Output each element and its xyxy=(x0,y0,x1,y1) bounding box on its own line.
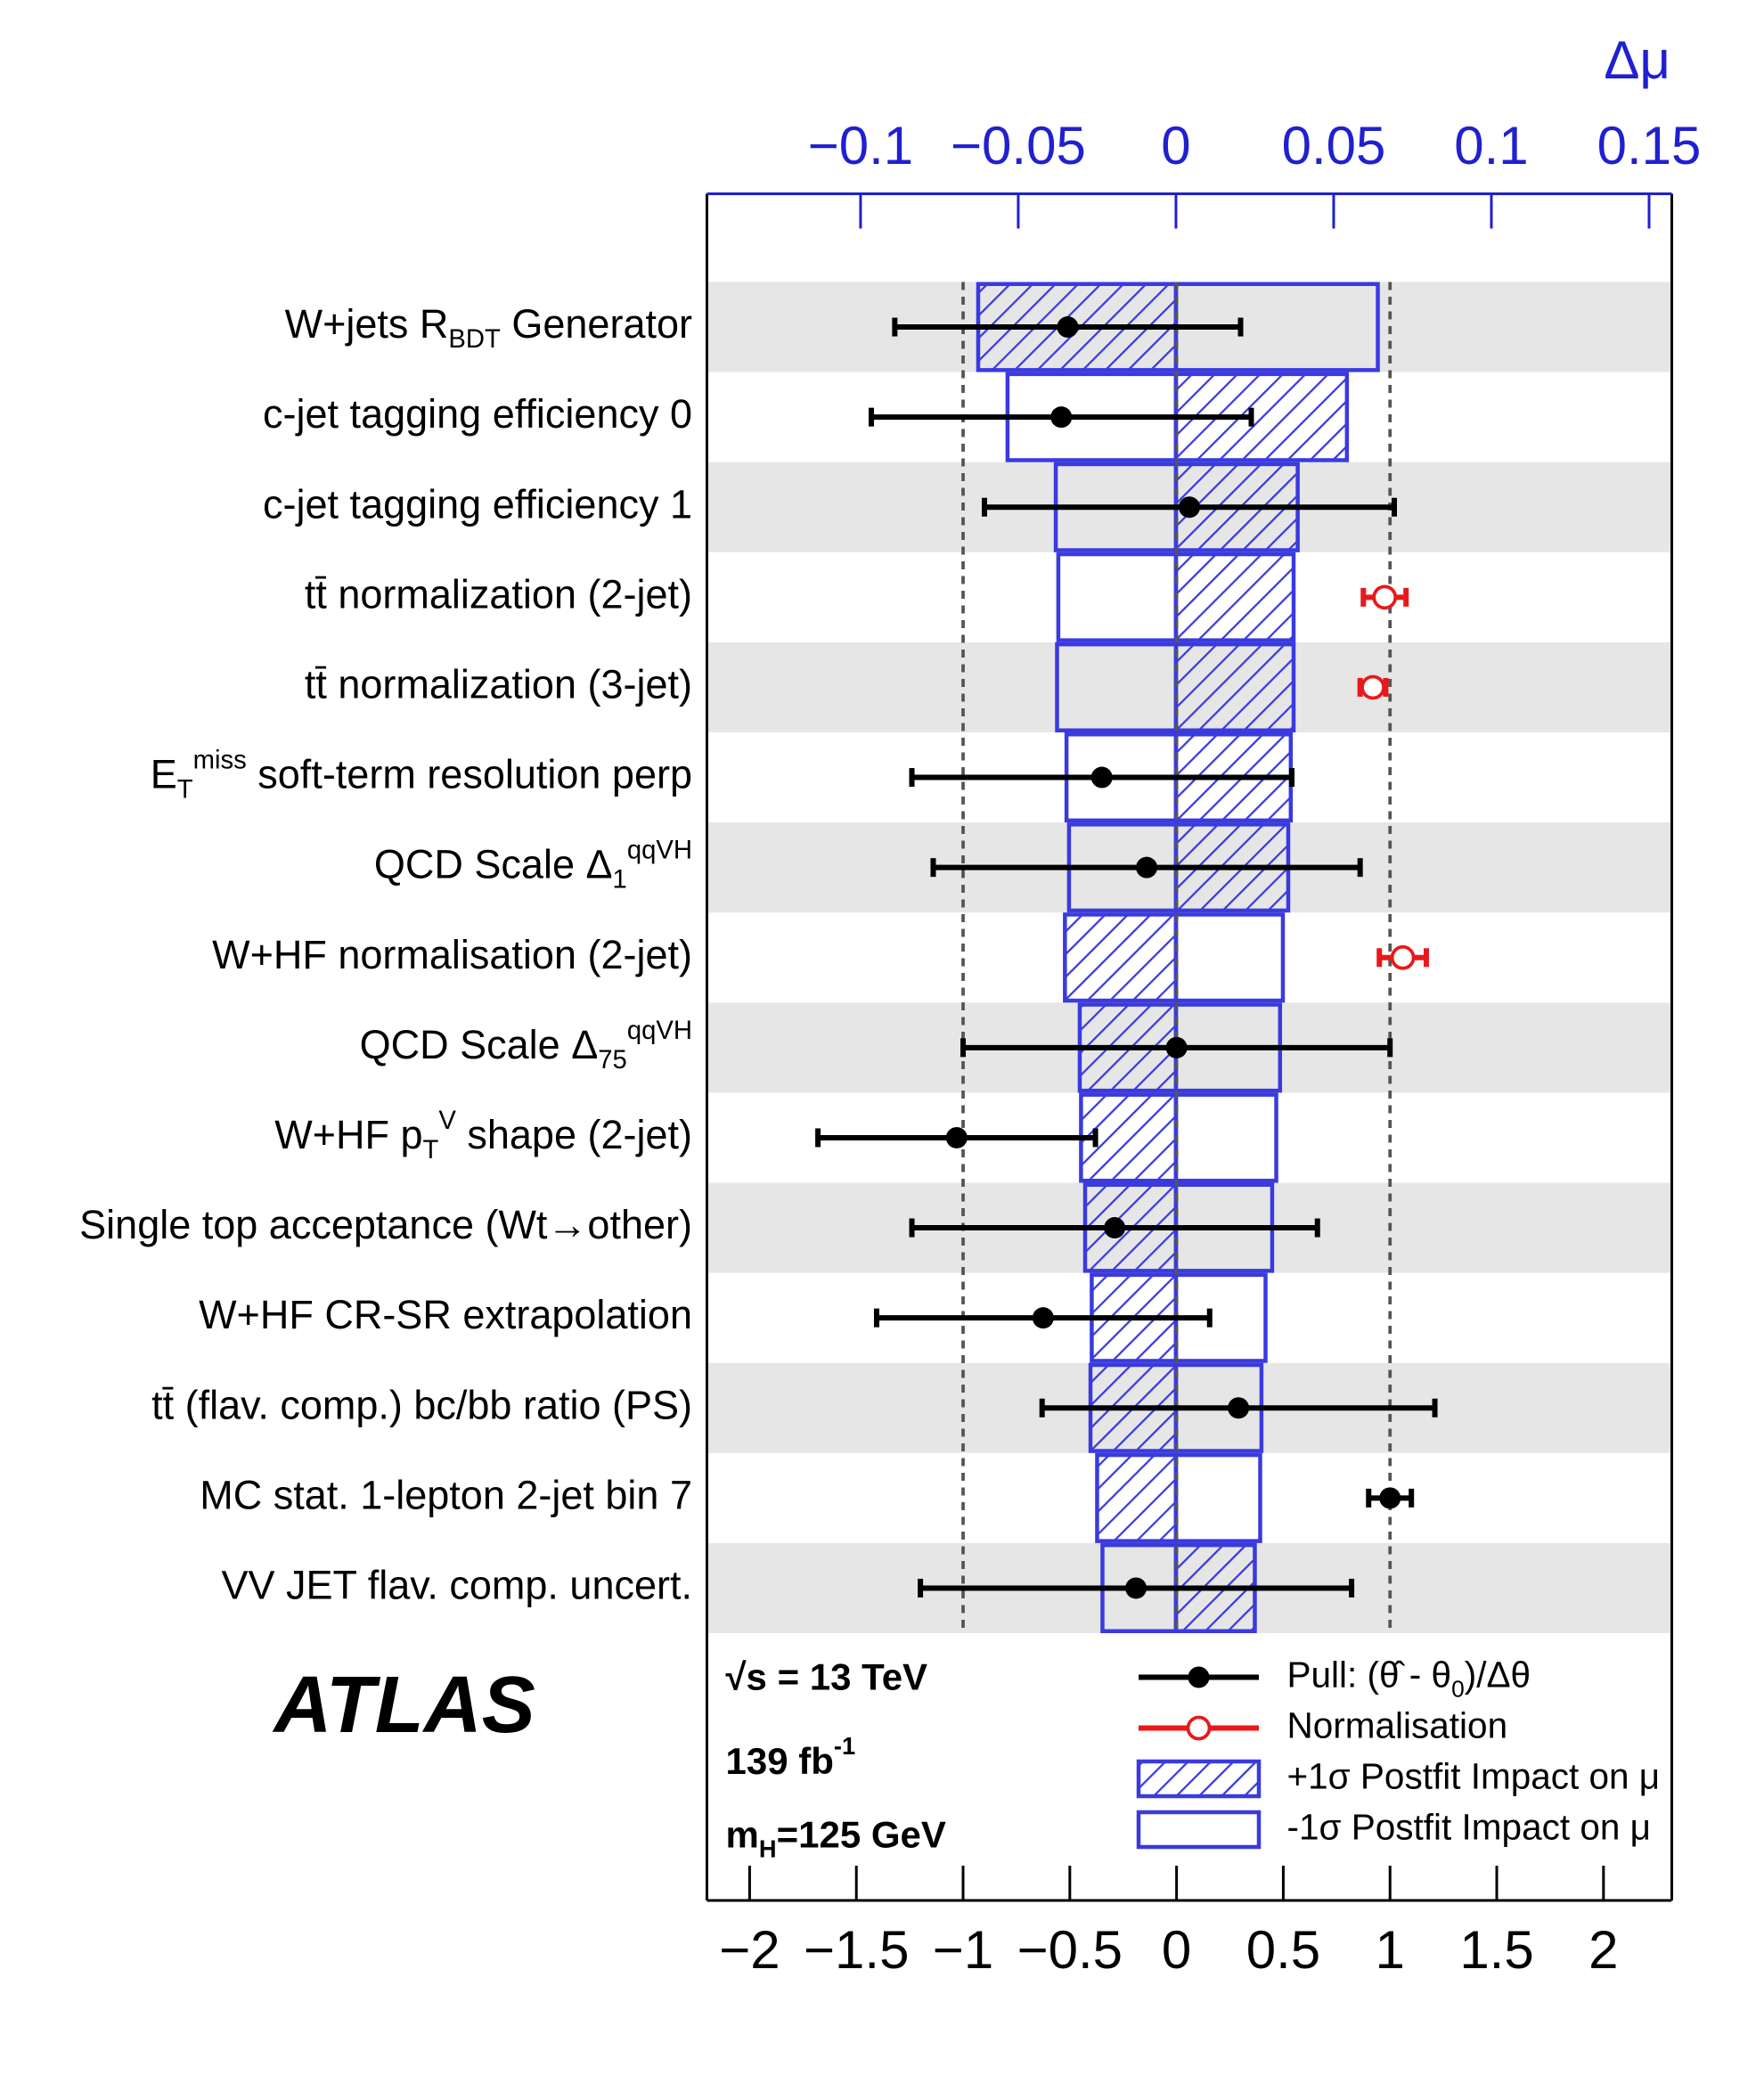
experiment-label: ATLAS xyxy=(273,1661,535,1750)
parameter-label: QCD Scale Δ75qqVH​ xyxy=(360,1017,692,1075)
parameter-label: W+HF pTV shape (2-jet) xyxy=(274,1107,692,1164)
impact-down-bar xyxy=(1173,1452,1262,1543)
legend-label: +1σ Postfit Impact on μ xyxy=(1287,1755,1661,1796)
x-tick-label: 1.5 xyxy=(1459,1920,1533,1980)
pull-point xyxy=(1104,1217,1126,1239)
impact-up-bar xyxy=(1173,552,1296,642)
parameter-label: W+HF CR-SR extrapolation xyxy=(199,1292,692,1337)
legend-swatch xyxy=(1136,1810,1262,1850)
impact-down-bar xyxy=(1056,552,1179,642)
pull-point xyxy=(945,1126,968,1148)
normalisation-point xyxy=(1372,584,1398,610)
legend-label: Normalisation xyxy=(1287,1704,1508,1745)
legend-swatch xyxy=(1188,1666,1210,1688)
x2-tick-label: −0.1 xyxy=(808,116,913,176)
parameter-label: tt̄ normalization (2-jet) xyxy=(305,571,692,617)
parameter-label: W+HF normalisation (2-jet) xyxy=(212,932,692,977)
legend-label: -1σ Postfit Impact on μ xyxy=(1287,1806,1651,1847)
parameter-label: Single top acceptance (Wt→other) xyxy=(79,1202,692,1247)
x-tick-label: −1.5 xyxy=(804,1920,909,1980)
pull-point xyxy=(1125,1577,1147,1599)
x-tick-label: 0 xyxy=(1162,1920,1191,1980)
annotation: 139 fb-1​ xyxy=(726,1732,856,1782)
x2-axis-title: Δμ xyxy=(1604,30,1670,90)
parameter-label: tt̄ normalization (3-jet) xyxy=(305,661,692,707)
parameter-label: VV JET flav. comp. uncert. xyxy=(221,1562,692,1607)
x2-tick-label: 0.15 xyxy=(1597,116,1702,176)
x-tick-label: 1 xyxy=(1376,1920,1405,1980)
annotation: √s = 13 TeV xyxy=(726,1656,928,1698)
parameter-label: QCD Scale Δ1qqVH​ xyxy=(374,836,692,894)
impact-up-bar xyxy=(1095,1452,1179,1543)
pull-point xyxy=(1050,406,1073,429)
x-tick-label: −0.5 xyxy=(1017,1920,1123,1980)
parameter-label: c-jet tagging efficiency 1 xyxy=(263,481,692,527)
parameter-label: MC stat. 1-lepton 2-jet bin 7 xyxy=(200,1472,692,1517)
normalisation-point xyxy=(1360,674,1385,700)
parameter-label: ETmiss soft-term resolution perp xyxy=(151,746,692,804)
legend-label: Pull: (θ̂ - θ0)/Δθ xyxy=(1287,1654,1531,1702)
impact-down-bar xyxy=(1173,1092,1278,1183)
x2-tick-label: −0.05 xyxy=(951,116,1086,176)
annotation: mH=125 GeV xyxy=(726,1814,946,1863)
pull-point xyxy=(1165,1036,1188,1058)
pull-point xyxy=(1136,856,1158,878)
pull-point xyxy=(1228,1397,1250,1419)
x-tick-label: −1 xyxy=(933,1920,993,1980)
parameter-label: c-jet tagging efficiency 0 xyxy=(263,391,692,437)
parameter-label: W+jets RBDT Generator xyxy=(285,301,692,354)
pull-point xyxy=(1090,766,1113,789)
impact-up-bar xyxy=(1063,912,1179,1003)
x2-tick-label: 0 xyxy=(1161,116,1190,176)
pull-point xyxy=(1179,496,1200,519)
legend-swatch xyxy=(1136,1759,1262,1799)
x2-tick-label: 0.05 xyxy=(1282,116,1386,176)
normalisation-point xyxy=(1390,944,1416,970)
x2-tick-label: 0.1 xyxy=(1454,116,1528,176)
pull-point xyxy=(1057,316,1079,339)
pull-point xyxy=(1379,1487,1401,1509)
legend-swatch xyxy=(1186,1715,1212,1741)
x-tick-label: −2 xyxy=(719,1920,780,1980)
x-tick-label: 0.5 xyxy=(1246,1920,1320,1980)
impact-up-bar xyxy=(1173,641,1296,733)
x-tick-label: 2 xyxy=(1588,1920,1618,1980)
parameter-label: tt̄ (flav. comp.) bc/bb ratio (PS) xyxy=(151,1382,692,1427)
pull-point xyxy=(1032,1307,1054,1329)
impact-down-bar xyxy=(1173,912,1286,1003)
